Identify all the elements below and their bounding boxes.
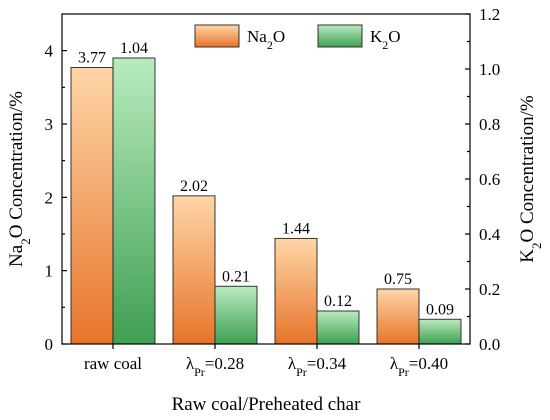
- data-label-na2o-2: 1.44: [282, 220, 310, 237]
- data-label-k2o-3: 0.09: [426, 301, 454, 318]
- bar-k2o-2: [316, 310, 360, 345]
- data-label-na2o-1: 2.02: [180, 178, 208, 195]
- bar-na2o-1: [172, 195, 216, 345]
- data-label-k2o-1: 0.21: [222, 268, 250, 285]
- y-left-tick-label-2: 2: [45, 188, 54, 207]
- y-axis-right-title: K2O Concentration/%: [517, 95, 544, 263]
- y-right-tick-label-6: 1.2: [479, 5, 500, 24]
- data-label-na2o-0: 3.77: [78, 50, 106, 67]
- y-right-tick-label-4: 0.8: [479, 115, 500, 134]
- bar-na2o-2: [274, 237, 318, 345]
- y-left-tick-label-1: 1: [45, 262, 54, 281]
- legend-label-na2o: Na2O: [247, 27, 285, 52]
- legend-swatch-na2o: [194, 24, 240, 48]
- bar-k2o-3: [418, 318, 462, 345]
- legend-swatch-k2o: [317, 24, 363, 48]
- data-label-na2o-3: 0.75: [384, 271, 412, 288]
- y-right-tick-label-1: 0.2: [479, 280, 500, 299]
- bar-k2o-0: [112, 57, 156, 345]
- x-tick-label-2: λPr=0.34: [288, 354, 347, 379]
- y-left-tick-label-4: 4: [45, 42, 54, 61]
- x-tick-label-0: raw coal: [84, 354, 142, 373]
- bar-na2o-0: [70, 67, 114, 345]
- y-left-tick-label-0: 0: [45, 335, 54, 354]
- y-right-tick-label-0: 0.0: [479, 335, 500, 354]
- y-right-tick-label-3: 0.6: [479, 170, 500, 189]
- labels-layer: 3.77 1.04 2.02 0.21 1.44 0.12 0.75 0.09: [78, 40, 454, 318]
- y-right-tick-label-2: 0.4: [479, 225, 501, 244]
- legend-label-k2o: K2O: [370, 27, 401, 52]
- data-label-k2o-0: 1.04: [120, 40, 148, 57]
- x-axis-title: Raw coal/Preheated char: [172, 394, 362, 415]
- x-tick-label-1: λPr=0.28: [186, 354, 244, 379]
- bar-na2o-3: [376, 288, 420, 345]
- bars-layer: [70, 57, 462, 345]
- bar-k2o-1: [214, 285, 258, 345]
- axes-layer: raw coal λPr=0.28 λPr=0.34 λPr=0.40 0 1 2 3 4 0.0…: [6, 5, 544, 415]
- x-tick-label-3: λPr=0.40: [390, 354, 448, 379]
- legend: Na2O K2O: [194, 24, 401, 52]
- y-axis-left-title: Na2O Concentration/%: [6, 91, 33, 267]
- data-label-k2o-2: 0.12: [324, 293, 352, 310]
- y-left-tick-label-3: 3: [45, 115, 54, 134]
- y-right-tick-label-5: 1.0: [479, 60, 500, 79]
